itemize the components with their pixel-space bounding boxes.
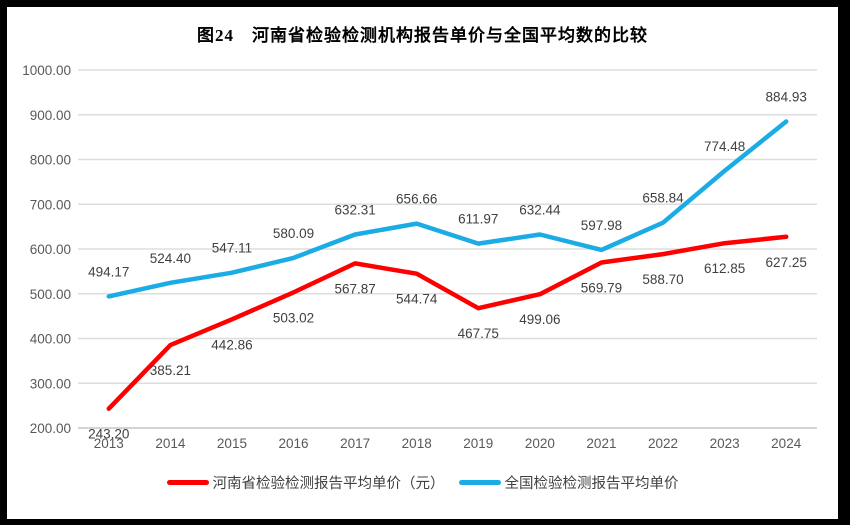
x-tick-label: 2021 — [586, 436, 616, 451]
data-label: 627.25 — [766, 255, 807, 270]
chart-panel: 图24 河南省检验检测机构报告单价与全国平均数的比较 200.00 300.00 4… — [7, 7, 838, 519]
y-tick-label: 800.00 — [30, 153, 71, 168]
data-label: 588.70 — [642, 272, 683, 287]
data-label: 774.48 — [704, 139, 745, 154]
data-label: 544.74 — [396, 292, 438, 307]
data-label: 567.87 — [334, 281, 375, 296]
data-label: 884.93 — [766, 89, 807, 104]
legend-label-henan: 河南省检验检测报告平均单价（元） — [212, 476, 445, 492]
data-label: 632.31 — [334, 203, 375, 218]
legend-item-henan: 河南省检验检测报告平均单价（元） — [166, 472, 445, 493]
data-label: 467.75 — [458, 326, 499, 341]
series-line-henan — [106, 234, 789, 411]
y-tick-label: 1000.00 — [22, 63, 71, 78]
y-tick-label: 500.00 — [30, 287, 71, 302]
data-label: 547.11 — [212, 241, 252, 256]
x-tick-label: 2016 — [279, 436, 309, 451]
x-tick-label: 2023 — [710, 436, 740, 451]
data-label: 494.17 — [88, 264, 129, 279]
x-tick-label: 2014 — [155, 436, 186, 451]
data-label: 499.06 — [519, 312, 560, 327]
y-tick-label: 200.00 — [30, 421, 71, 436]
data-label: 243.20 — [88, 427, 129, 442]
series-line-national — [106, 119, 789, 299]
data-label: 632.44 — [519, 202, 561, 217]
data-label: 612.85 — [704, 261, 745, 276]
chart-svg: 200.00 300.00 400.00 500.00 600.00 700.00 800.… — [22, 63, 817, 451]
data-label: 569.79 — [581, 281, 622, 296]
y-tick-label: 300.00 — [30, 376, 71, 391]
y-tick-label: 700.00 — [30, 197, 71, 212]
data-label: 580.09 — [273, 226, 314, 241]
legend-label-national: 全国检验检测报告平均单价 — [504, 476, 679, 492]
x-tick-label: 2019 — [463, 436, 493, 451]
y-tick-label: 900.00 — [30, 108, 71, 123]
data-label: 658.84 — [642, 191, 684, 206]
data-label: 656.66 — [396, 192, 437, 207]
legend-swatch-blue-line — [458, 480, 501, 485]
data-label: 611.97 — [458, 212, 498, 227]
x-tick-label: 2018 — [402, 436, 432, 451]
legend-swatch-red-line — [166, 480, 209, 485]
y-tick-label: 600.00 — [30, 242, 71, 257]
data-label: 442.86 — [211, 337, 252, 352]
legend-item-national: 全国检验检测报告平均单价 — [458, 472, 679, 493]
x-tick-label: 2024 — [771, 436, 802, 451]
x-tick-label: 2020 — [525, 436, 555, 451]
data-label: 524.40 — [150, 251, 191, 266]
data-label: 385.21 — [150, 363, 191, 378]
data-label: 597.98 — [581, 218, 622, 233]
x-tick-label: 2015 — [217, 436, 247, 451]
chart-title: 图24 河南省检验检测机构报告单价与全国平均数的比较 — [197, 26, 648, 45]
x-tick-label: 2022 — [648, 436, 678, 451]
x-tick-label: 2017 — [340, 436, 370, 451]
data-label: 503.02 — [273, 310, 314, 325]
chart-legend: 河南省检验检测报告平均单价（元） 全国检验检测报告平均单价 — [7, 472, 838, 493]
y-tick-label: 400.00 — [30, 332, 71, 347]
x-tick-label: 2013 — [94, 436, 124, 451]
